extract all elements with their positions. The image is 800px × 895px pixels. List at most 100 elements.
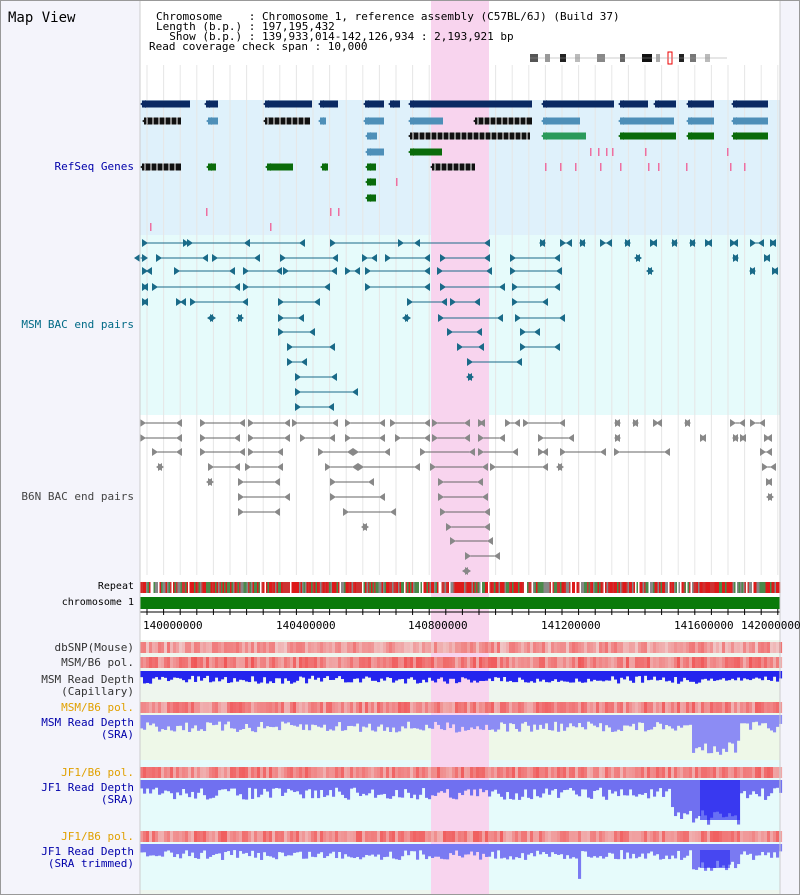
msm-bac-end (646, 267, 652, 275)
msm-bac-end (142, 239, 148, 247)
msm-b6-pol-cell (158, 657, 162, 668)
jf1-b6-pol-2-cell (311, 831, 315, 842)
jf1-b6-pol-2-cell (197, 831, 201, 842)
msm-b6-pol-sra-cell (269, 702, 273, 713)
jf1-b6-pol-cell (149, 767, 153, 778)
msm-capillary-depth-bar (239, 671, 243, 680)
b6n-bac-end (140, 419, 146, 427)
jf1-b6-pol-cell (554, 767, 558, 778)
repeat-element (344, 582, 346, 593)
b6n-bac-end (277, 448, 283, 456)
msm-capillary-depth-bar (452, 671, 456, 679)
msm-b6-pol-cell (233, 657, 237, 668)
b6n-bac-end (284, 419, 290, 427)
b6n-bac-end (300, 434, 306, 442)
jf1-trimmed-depth-bar (236, 844, 240, 858)
msm-b6-pol-cell (257, 657, 261, 668)
repeat-element (246, 582, 249, 593)
refseq-feature-tick (338, 208, 340, 216)
msm-sra-depth-bar (746, 715, 750, 724)
jf1-trimmed-depth-bar (398, 844, 402, 860)
msm-capillary-depth-bar (338, 671, 342, 677)
jf1-sra-depth-bar (329, 780, 333, 791)
msm-b6-pol-cell (449, 657, 453, 668)
dbsnp-heat-cell (476, 642, 480, 653)
jf1-trimmed-depth-bar (605, 844, 609, 857)
repeat-element (302, 582, 304, 593)
dbsnp-heat-cell (206, 642, 210, 653)
b6n-bac-end (345, 434, 351, 442)
jf1-b6-pol-cell (179, 767, 183, 778)
jf1-trimmed-depth-bar (485, 844, 489, 857)
msm-b6-pol-cell (161, 657, 165, 668)
jf1-b6-pol-cell (578, 767, 582, 778)
msm-sra-depth-bar (629, 715, 633, 727)
repeat-element (620, 582, 622, 593)
refseq-gene (267, 163, 293, 171)
msm-b6-pol-sra-cell (653, 702, 657, 713)
repeat-element (641, 582, 643, 593)
jf1-b6-pol-cell (344, 767, 348, 778)
msm-b6-pol-cell (770, 657, 774, 668)
msm-sra-depth-bar (404, 715, 408, 729)
dbsnp-heat-cell (578, 642, 582, 653)
jf1-trimmed-depth-bar (197, 844, 201, 859)
msm-b6-pol-sra-cell (617, 702, 621, 713)
jf1-b6-pol-2-cell (245, 831, 249, 842)
repeat-element (140, 582, 142, 593)
track-label-refseq[interactable]: RefSeq Genes (54, 160, 134, 173)
jf1-b6-pol-cell (545, 767, 549, 778)
jf1-sra-depth-bar (470, 780, 474, 796)
jf1-sra-depth-bar (590, 780, 594, 799)
msm-b6-pol-cell (146, 657, 150, 668)
jf1-sra-depth-bar (758, 780, 762, 797)
msm-b6-pol-cell (677, 657, 681, 668)
refseq-gene (733, 117, 768, 125)
jf1-b6-pol-cell (665, 767, 669, 778)
msm-sra-depth-bar (557, 715, 561, 732)
jf1-b6-pol-2-cell (530, 831, 534, 842)
jf1-b6-pol-2-cell (494, 831, 498, 842)
jf1-b6-pol-2-cell (689, 831, 693, 842)
refseq-gene (620, 117, 674, 125)
dbsnp-heat-cell (446, 642, 450, 653)
jf1-b6-pol-2-cell (266, 831, 270, 842)
gene-strand-arrow (263, 100, 269, 108)
msm-b6-pol-cell (194, 657, 198, 668)
refseq-gene (142, 100, 190, 108)
jf1-b6-pol-cell (734, 767, 738, 778)
dbsnp-heat-cell (467, 642, 471, 653)
b6n-bac-end (538, 448, 544, 456)
msm-b6-pol-sra-cell (590, 702, 594, 713)
jf1-trimmed-depth-bar (461, 844, 465, 858)
dbsnp-heat-cell (302, 642, 306, 653)
msm-sra-depth-bar (572, 715, 576, 727)
repeat-element (741, 582, 744, 593)
track-label-b6n-bac[interactable]: B6N BAC end pairs (21, 490, 134, 503)
track-label-msm-bac[interactable]: MSM BAC end pairs (21, 318, 134, 331)
repeat-element (237, 582, 240, 593)
jf1-b6-pol-cell (206, 767, 210, 778)
msm-b6-pol-sra-cell (209, 702, 213, 713)
msm-b6-pol-cell (740, 657, 744, 668)
msm-b6-pol-cell (608, 657, 612, 668)
jf1-trimmed-depth-bar (380, 844, 384, 860)
msm-b6-pol-cell (641, 657, 645, 668)
msm-bac-end (499, 283, 505, 291)
msm-capillary-depth-bar (587, 671, 591, 679)
msm-b6-pol-cell (518, 657, 522, 668)
jf1-b6-pol-2-cell (587, 831, 591, 842)
b6n-bac-end (176, 448, 182, 456)
msm-capillary-depth-bar (692, 671, 696, 682)
msm-sra-depth-bar (644, 715, 648, 732)
msm-bac-end (187, 239, 193, 247)
jf1-b6-pol-cell (710, 767, 714, 778)
jf1-b6-pol-cell (371, 767, 375, 778)
msm-b6-pol-sra-cell (566, 702, 570, 713)
msm-sra-depth-bar (551, 715, 555, 731)
repeat-element (476, 582, 478, 593)
repeat-element (201, 582, 204, 593)
jf1-sra-depth-bar (518, 780, 522, 800)
dbsnp-heat-cell (431, 642, 435, 653)
